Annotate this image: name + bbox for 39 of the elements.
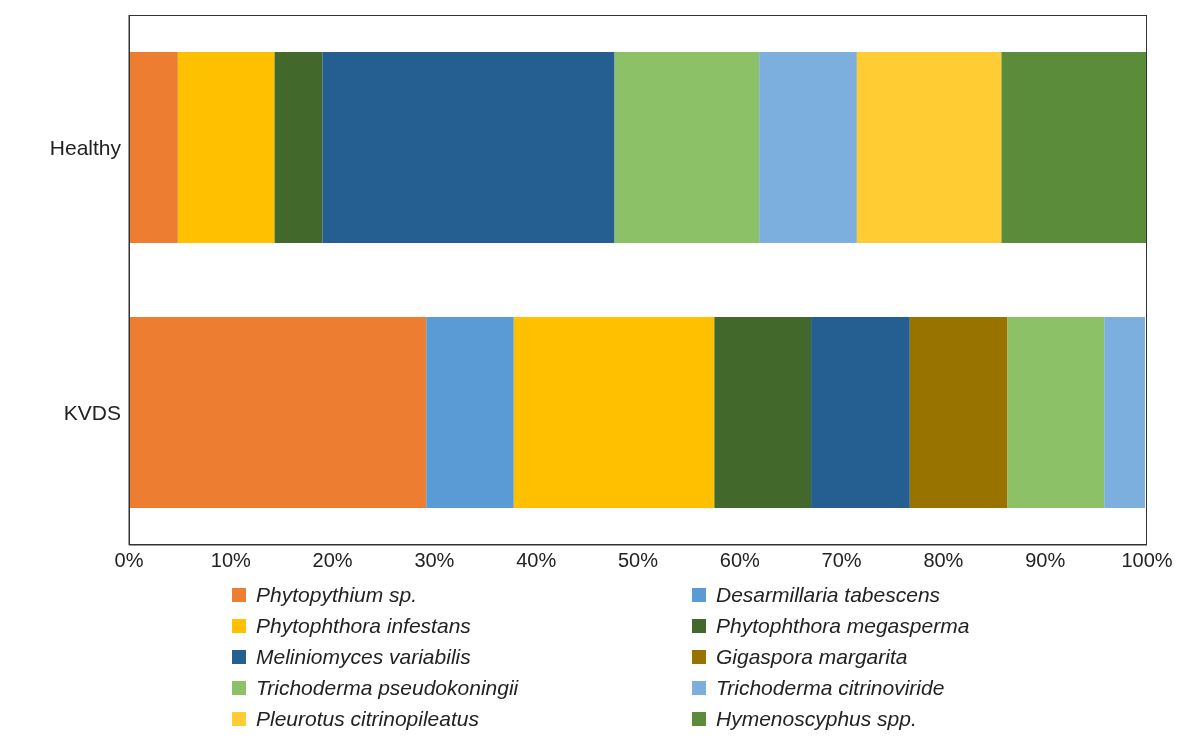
bar <box>129 52 178 244</box>
legend-label: Phytophthora megasperma <box>716 613 970 638</box>
x-tick-label: 20% <box>312 549 353 572</box>
x-tick-label: 40% <box>516 549 557 572</box>
bar <box>714 317 812 509</box>
legend-label: Phytophthora infestans <box>256 613 471 638</box>
legend-label: Gigaspora margarita <box>716 644 908 669</box>
y-tick-label: KVDS <box>63 400 121 424</box>
bar <box>1104 317 1145 509</box>
bar <box>177 52 275 244</box>
legend-label: Phytopythium sp. <box>256 582 418 607</box>
legend-label: Hymenoscyphus spp. <box>716 706 917 731</box>
x-tick-label: 80% <box>923 549 964 572</box>
legend-label: Meliniomyces variabilis <box>256 644 471 669</box>
bar <box>1001 52 1146 244</box>
bar <box>513 317 715 509</box>
legend-label: Pleurotus citrinopileatus <box>256 706 479 731</box>
legend-label: Trichoderma citrinoviride <box>716 675 945 700</box>
x-tick-label: 10% <box>210 549 252 572</box>
x-tick-label: 60% <box>719 549 761 572</box>
bar <box>614 52 760 244</box>
legend-label: Trichoderma pseudokoningii <box>256 675 519 700</box>
bar <box>426 317 514 509</box>
y-tick-label: Healthy <box>49 135 122 159</box>
bar <box>129 317 427 509</box>
x-tick-label: 100% <box>1121 549 1173 572</box>
bar <box>274 52 323 244</box>
x-tick-label: 70% <box>821 549 862 572</box>
legend-label: Desarmillaria tabescens <box>716 582 941 607</box>
x-tick-label: 0% <box>114 549 144 572</box>
bar <box>909 317 1008 509</box>
x-tick-label: 30% <box>414 549 455 572</box>
bar <box>856 52 1002 244</box>
bar <box>759 52 857 244</box>
bar <box>811 317 910 509</box>
x-tick-label: 50% <box>617 549 659 572</box>
bar <box>1007 317 1105 509</box>
bar <box>322 52 615 244</box>
x-tick-label: 90% <box>1025 549 1066 572</box>
